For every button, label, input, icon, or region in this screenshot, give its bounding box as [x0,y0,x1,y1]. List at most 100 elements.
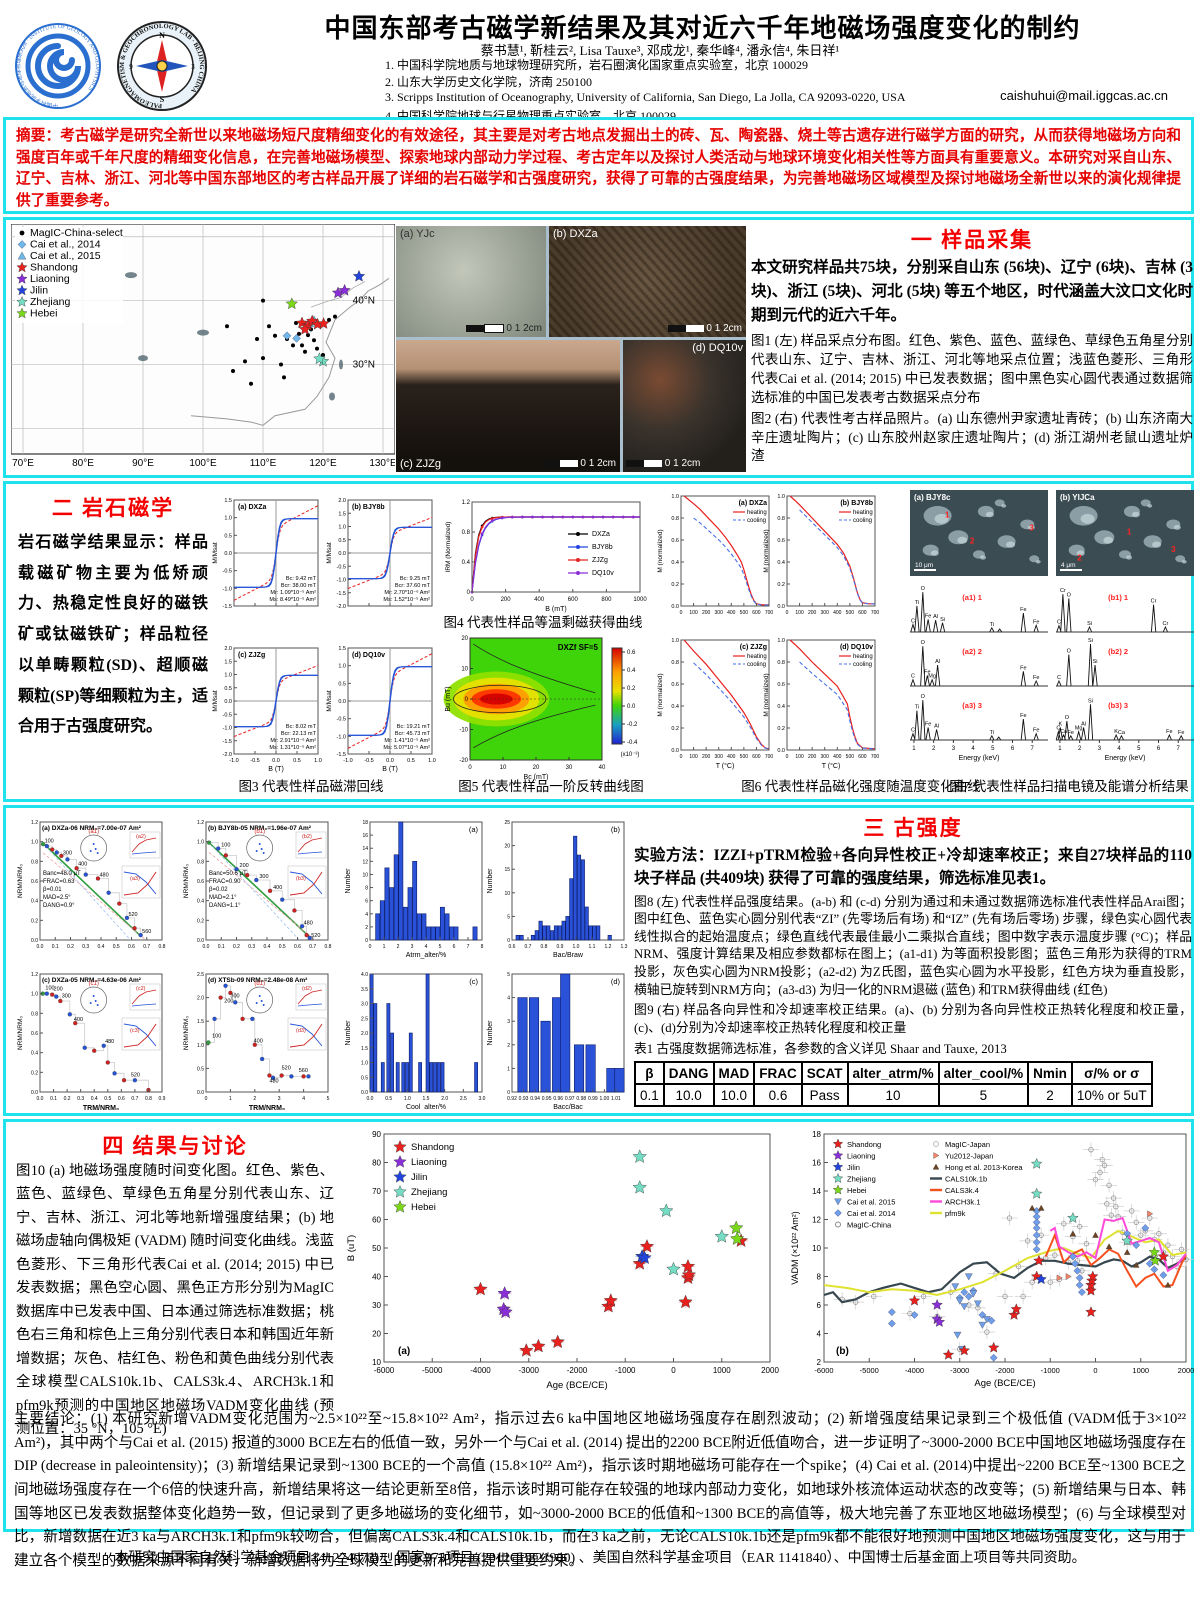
criteria-table: β DANG MAD FRAC SCAT alter_atrm/% alter_… [634,1061,1153,1108]
section1-title: 一 样品采集 [910,228,1034,252]
svg-text:Si: Si [1088,638,1093,644]
svg-text:-1.0: -1.0 [337,734,346,740]
svg-text:300: 300 [715,754,724,760]
svg-text:480: 480 [99,873,108,879]
svg-text:(b1): (b1) [254,829,265,835]
svg-text:0.4: 0.4 [671,560,679,566]
svg-text:200: 200 [224,998,233,1004]
svg-text:CALS3k.4: CALS3k.4 [945,1186,979,1195]
svg-text:Ti: Ti [990,622,994,628]
svg-text:1.5: 1.5 [361,1046,368,1052]
svg-text:(a) DXZa: (a) DXZa [739,500,768,507]
svg-text:0.0: 0.0 [224,699,232,705]
svg-text:0.8: 0.8 [159,944,166,950]
svg-text:(c2): (c2) [136,986,146,992]
svg-text:(d) XTSb-09 NRM₀=2.48e-08 Am²: (d) XTSb-09 NRM₀=2.48e-08 Am² [208,977,308,984]
svg-text:0.0: 0.0 [671,604,679,610]
svg-text:0.7: 0.7 [131,1096,138,1102]
svg-text:70°E: 70°E [12,458,34,469]
svg-text:(b3): (b3) [296,876,306,882]
svg-text:0.97: 0.97 [565,1096,575,1102]
svg-text:0.0: 0.0 [627,704,636,710]
svg-text:CALS10k.1b: CALS10k.1b [945,1175,987,1184]
svg-text:0.0: 0.0 [367,1096,374,1102]
svg-text:0: 0 [468,765,472,771]
svg-text:0.0: 0.0 [37,1096,44,1102]
svg-text:0.5: 0.5 [407,758,415,764]
svg-text:3: 3 [1098,746,1102,752]
svg-text:3.0: 3.0 [361,1002,368,1008]
svg-text:Fe: Fe [1033,675,1039,681]
svg-text:Yu2012-Japan: Yu2012-Japan [945,1152,993,1161]
svg-text:0.2: 0.2 [64,1096,71,1102]
svg-text:300: 300 [821,610,830,616]
svg-text:1.2: 1.2 [31,972,38,978]
svg-text:C: C [1056,726,1060,732]
svg-text:0.8: 0.8 [325,944,332,950]
svg-text:520: 520 [128,912,137,918]
compass-e: 3 [191,63,195,71]
svg-text:B (uT): B (uT) [346,1235,357,1261]
svg-text:3: 3 [278,1096,281,1102]
svg-text:90°E: 90°E [132,458,154,469]
svg-text:10: 10 [812,1244,821,1253]
svg-text:Zhejiang: Zhejiang [411,1187,447,1198]
svg-text:0.6: 0.6 [777,538,785,544]
svg-text:Fe: Fe [1033,728,1039,734]
svg-text:40°N: 40°N [353,296,375,307]
photo-zjzg: (c) ZJZg 0 1 2cm [396,340,620,472]
svg-text:1.00: 1.00 [600,1096,610,1102]
svg-text:4: 4 [302,1096,305,1102]
svg-text:600: 600 [858,610,867,616]
svg-text:10: 10 [372,1358,381,1367]
svg-text:Shandong: Shandong [847,1140,881,1149]
svg-text:Ms: 1.52*10⁻⁵ Am²: Ms: 1.52*10⁻⁵ Am² [383,596,430,603]
svg-text:Liaoning: Liaoning [411,1157,447,1168]
svg-text:100: 100 [45,839,54,845]
svg-text:(b2): (b2) [302,834,312,840]
svg-text:1.0: 1.0 [197,840,204,846]
svg-text:5: 5 [507,972,510,978]
svg-text:0.5: 0.5 [293,758,301,764]
svg-text:β=0.02: β=0.02 [209,887,228,893]
svg-text:Bc (mT): Bc (mT) [524,774,549,781]
svg-text:2: 2 [970,536,975,545]
svg-text:0.94: 0.94 [530,1096,540,1102]
svg-text:0.8: 0.8 [31,1011,38,1017]
svg-text:0.3: 0.3 [82,944,89,950]
col-alter-atrm: alter_atrm/% [846,1061,940,1086]
svg-text:Fe: Fe [1166,729,1172,735]
svg-text:0.8: 0.8 [31,859,38,865]
svg-text:0.2: 0.2 [31,1070,38,1076]
svg-text:DXZa: DXZa [592,531,610,538]
svg-text:1.0: 1.0 [31,992,38,998]
svg-text:(b) YIJCa: (b) YIJCa [1060,493,1095,502]
col-nmin: Nmin [1027,1061,1073,1086]
svg-text:0.2: 0.2 [777,582,785,588]
svg-text:O: O [1067,649,1072,655]
svg-text:Al: Al [1081,721,1086,727]
svg-text:(a2) 2: (a2) 2 [962,647,982,656]
svg-text:M/Msat: M/Msat [212,690,219,712]
svg-text:0: 0 [680,754,683,760]
svg-text:C: C [911,618,915,624]
svg-text:0.7: 0.7 [143,944,150,950]
svg-text:1.3: 1.3 [621,944,628,950]
svg-text:MagIC-China: MagIC-China [847,1221,892,1230]
svg-text:0: 0 [786,754,789,760]
svg-text:4: 4 [365,912,368,918]
svg-text:M/Msat: M/Msat [212,542,219,564]
svg-text:0.0: 0.0 [272,758,280,764]
svg-text:(a): (a) [469,825,479,834]
svg-text:100: 100 [795,754,804,760]
svg-text:80°E: 80°E [72,458,94,469]
svg-text:Fe: Fe [924,670,930,676]
svg-text:-1.5: -1.5 [337,752,346,758]
svg-text:Mr: 2.91*10⁻⁶ Am²: Mr: 2.91*10⁻⁶ Am² [270,737,316,744]
svg-text:Bc: 9.25 mT: Bc: 9.25 mT [400,576,431,582]
svg-text:0.9: 0.9 [557,944,564,950]
svg-text:Jilin: Jilin [30,285,48,297]
svg-text:-1.5: -1.5 [337,591,346,597]
svg-text:6: 6 [817,1301,822,1310]
svg-text:120°E: 120°E [309,458,337,469]
